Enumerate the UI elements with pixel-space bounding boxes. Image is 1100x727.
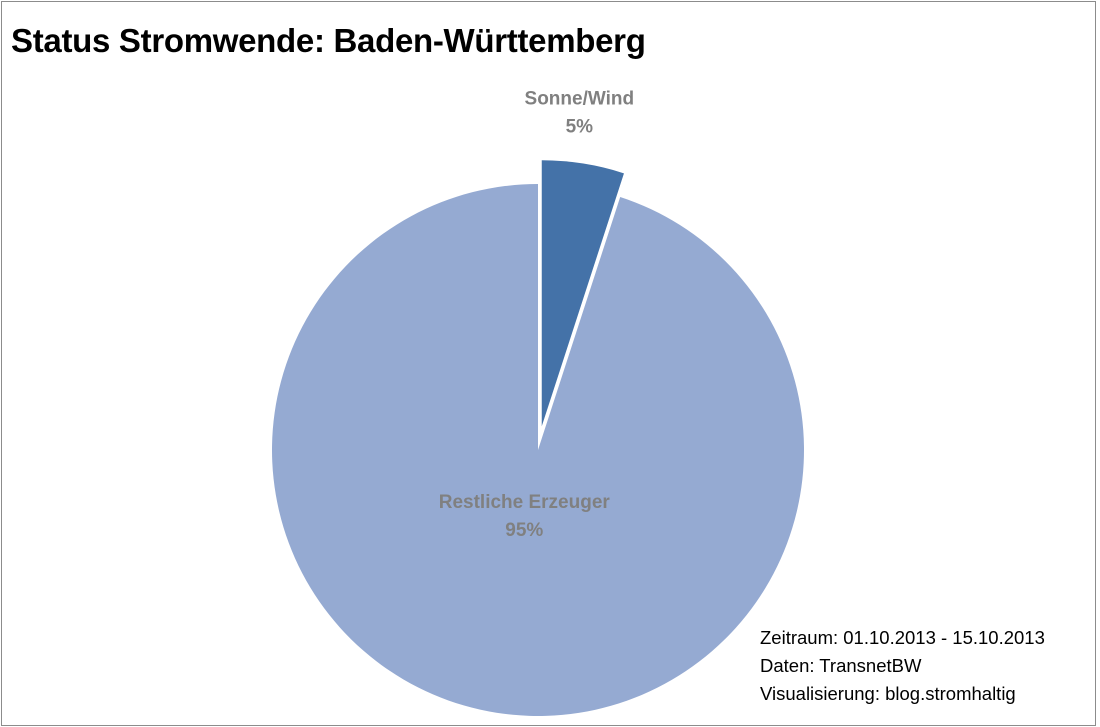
slice-label-value: 95%: [505, 520, 543, 541]
footnote-source: Daten: TransnetBW: [760, 655, 922, 676]
slice-label-name: Restliche Erzeuger: [439, 492, 611, 513]
pie-slice-sonne-wind: [541, 160, 624, 427]
chart-title: Status Stromwende: Baden-Württemberg: [11, 22, 646, 59]
footnote: Zeitraum: 01.10.2013 - 15.10.2013 Daten:…: [760, 624, 1045, 708]
footnote-period: Zeitraum: 01.10.2013 - 15.10.2013: [760, 627, 1045, 648]
pie-slice-restliche-erzeuger: [272, 184, 805, 716]
footnote-visualization: Visualisierung: blog.stromhaltig: [760, 683, 1016, 704]
slice-label-name: Sonne/Wind: [525, 88, 635, 109]
pie-slices: [272, 160, 805, 716]
pie-labels: Sonne/Wind 5% Restliche Erzeuger 95%: [439, 88, 634, 541]
slice-label-value: 5%: [566, 116, 594, 137]
